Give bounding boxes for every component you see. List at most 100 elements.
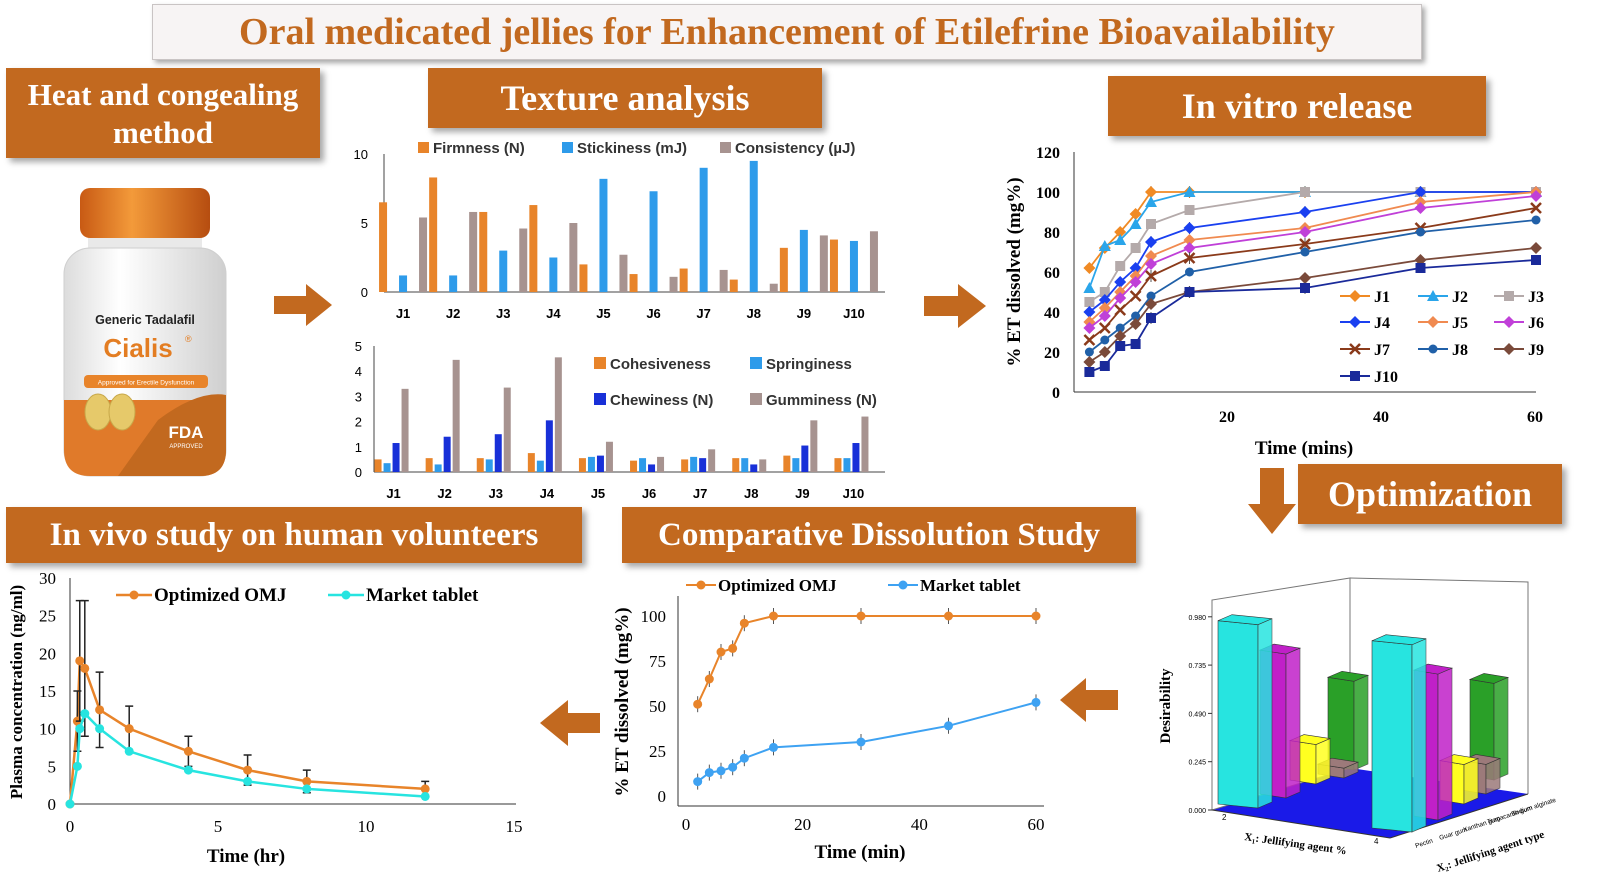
y-tick-label: 25 xyxy=(649,742,666,761)
bar xyxy=(750,464,758,472)
data-point xyxy=(716,766,726,776)
legend-label: J10 xyxy=(1374,369,1398,386)
data-point xyxy=(1504,291,1514,301)
data-point xyxy=(693,699,703,709)
y-tick-label: 0 xyxy=(658,787,667,806)
data-point xyxy=(1083,282,1096,293)
svg-text:®: ® xyxy=(185,334,192,344)
data-point xyxy=(1129,218,1142,229)
bar xyxy=(759,459,767,472)
bar xyxy=(519,228,528,292)
data-point xyxy=(1503,343,1515,355)
y-tick-label: 60 xyxy=(1044,265,1060,282)
x-tick-label: J10 xyxy=(843,306,865,321)
bar xyxy=(419,217,428,292)
data-point xyxy=(1130,339,1141,349)
x-tick-label: J8 xyxy=(744,486,758,501)
bar xyxy=(729,279,738,292)
x-tick-label: J8 xyxy=(747,306,761,321)
data-point xyxy=(1416,227,1425,237)
bar xyxy=(852,443,860,472)
data-point xyxy=(1299,238,1311,250)
data-point xyxy=(739,618,749,628)
data-point xyxy=(944,721,953,731)
y-tick-label: 120 xyxy=(1036,145,1060,162)
bar xyxy=(679,268,688,292)
data-point xyxy=(1114,226,1127,238)
legend-label: J3 xyxy=(1528,289,1544,306)
bar xyxy=(779,247,788,292)
bar xyxy=(554,357,562,472)
data-point xyxy=(1114,330,1127,342)
bar xyxy=(810,420,818,472)
data-point xyxy=(1083,322,1096,334)
data-point xyxy=(1185,267,1194,277)
x-tick-label: 4 xyxy=(1374,837,1379,846)
bar xyxy=(374,459,382,472)
data-point xyxy=(1414,186,1427,198)
bar xyxy=(649,191,658,292)
legend-label: J7 xyxy=(1374,342,1390,359)
data-point xyxy=(1183,242,1196,254)
bar xyxy=(503,387,511,472)
data-point xyxy=(1183,234,1196,246)
z-tick-label: Sodium alginate xyxy=(1510,797,1557,818)
y-tick-label: 30 xyxy=(39,569,56,588)
y-tick-label: 4 xyxy=(355,364,362,379)
bar xyxy=(732,458,740,472)
x-tick-label: J2 xyxy=(437,486,451,501)
x-tick-label: 40 xyxy=(1373,409,1389,426)
bar xyxy=(578,458,586,472)
data-point xyxy=(124,724,134,734)
bar xyxy=(392,443,400,472)
bar xyxy=(399,275,408,292)
data-point xyxy=(1146,313,1156,323)
data-point xyxy=(1145,186,1157,198)
data-point xyxy=(1427,290,1439,301)
bar xyxy=(545,420,553,472)
legend-swatch xyxy=(750,393,762,405)
x-tick-label: J1 xyxy=(386,486,400,501)
y-tick-label: 10 xyxy=(39,720,56,739)
bar xyxy=(769,283,778,292)
x-tick-label: J9 xyxy=(795,486,809,501)
y-tick-label: 40 xyxy=(1044,305,1060,322)
y-axis-title: Desirability xyxy=(1158,668,1174,743)
data-point xyxy=(72,761,82,771)
bar xyxy=(639,458,647,472)
legend-label: J8 xyxy=(1452,342,1468,359)
data-point xyxy=(243,765,253,775)
legend-marker xyxy=(129,590,139,600)
bar xyxy=(429,177,438,292)
data-point xyxy=(1099,287,1110,297)
bar xyxy=(579,264,588,292)
bar xyxy=(499,250,508,292)
x-axis-title: Time (mins) xyxy=(1255,438,1353,459)
data-point xyxy=(1098,322,1111,334)
y-tick-label: 20 xyxy=(1044,345,1060,362)
data-point xyxy=(728,643,738,653)
data-point xyxy=(1530,202,1542,214)
data-point xyxy=(1083,306,1096,318)
data-point xyxy=(1129,290,1142,302)
approved-label: Approved for Erectile Dysfunction xyxy=(98,380,195,387)
heat-method-banner: Heat and congealing method xyxy=(6,68,320,158)
series-line xyxy=(1088,191,1536,303)
bar xyxy=(719,269,728,292)
bar xyxy=(819,235,828,292)
in-vitro-chart: 0 20 40 60 80 100 120 20 40 60 Time (mins) % ET dis… xyxy=(1004,145,1544,459)
y-tick-label: 0.980 xyxy=(1188,615,1206,622)
x-tick-label: 15 xyxy=(506,817,523,836)
data-point xyxy=(1145,270,1157,282)
legend-label: Firmness (N) xyxy=(433,140,525,157)
y-tick-label: 0 xyxy=(355,465,362,480)
data-point xyxy=(1098,346,1111,358)
data-point xyxy=(95,705,105,715)
x-tick-label: J7 xyxy=(696,306,710,321)
data-point xyxy=(1083,356,1096,368)
bar xyxy=(699,167,708,292)
z-tick-label: Pectin xyxy=(1414,838,1434,850)
data-point xyxy=(1031,611,1041,621)
texture-chart-1: 0 5 10 J1 J2 J3 J4 J5 J6 J7 J8 J9 J10 Firmness (N) Sti… xyxy=(354,140,885,321)
y-tick-label: 75 xyxy=(649,652,666,671)
